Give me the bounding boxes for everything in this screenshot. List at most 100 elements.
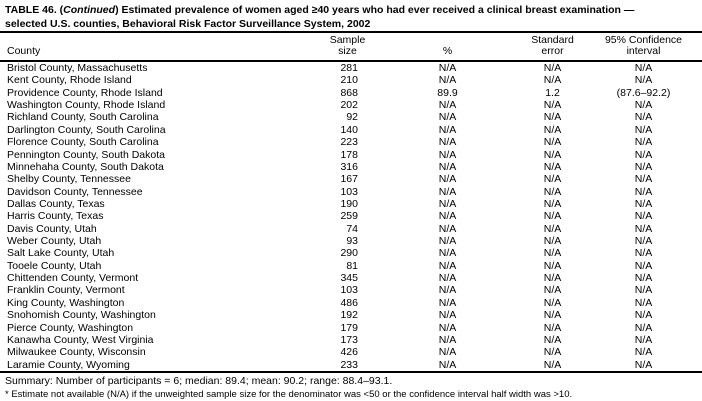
cell-sample-size: 103	[340, 185, 358, 198]
cell-county: Davidson County, Tennessee	[7, 185, 143, 198]
table-row: Dallas County, Texas 190 N/A N/A N/A	[0, 198, 702, 210]
cell-standard-error: N/A	[543, 210, 562, 223]
cell-confidence-interval: N/A	[634, 197, 653, 210]
cell-confidence-interval: N/A	[634, 123, 653, 136]
cell-county: Kent County, Rhode Island	[7, 74, 132, 87]
cell-sample-size: 223	[340, 136, 358, 149]
cell-confidence-interval: N/A	[634, 235, 653, 248]
table-row: Kanawha County, West Virginia 173 N/A N/…	[0, 334, 702, 346]
cell-standard-error: N/A	[543, 272, 562, 285]
cell-confidence-interval: N/A	[634, 173, 653, 186]
cell-sample-size: 167	[340, 173, 358, 186]
cell-confidence-interval: N/A	[634, 272, 653, 285]
cell-sample-size: 210	[340, 74, 358, 87]
cell-county: Florence County, South Carolina	[7, 136, 159, 149]
cell-standard-error: N/A	[543, 346, 562, 359]
cell-confidence-interval: N/A	[585, 358, 702, 374]
cell-standard-error: N/A	[543, 259, 562, 272]
cell-confidence-interval: N/A	[634, 99, 653, 112]
cell-sample-size: 173	[340, 333, 358, 346]
cell-percent: N/A	[438, 74, 457, 87]
column-header-standard-error: Standard error	[520, 33, 585, 62]
cell-percent: N/A	[438, 210, 457, 223]
cell-standard-error: N/A	[543, 62, 562, 74]
cell-percent: N/A	[438, 309, 457, 322]
cell-county: Snohomish County, Washington	[7, 309, 156, 322]
cell-sample-size: 103	[340, 284, 358, 297]
table-row: Pierce County, Washington 179 N/A N/A N/…	[0, 322, 702, 334]
table-row: Pennington County, South Dakota 178 N/A …	[0, 149, 702, 161]
cell-county: Pennington County, South Dakota	[7, 148, 165, 161]
cell-standard-error: N/A	[543, 333, 562, 346]
table-row: Shelby County, Tennessee 167 N/A N/A N/A	[0, 173, 702, 185]
column-header-percent: %	[375, 33, 520, 62]
cell-percent: N/A	[438, 136, 457, 149]
cell-county: Washington County, Rhode Island	[7, 99, 166, 112]
cell-confidence-interval: N/A	[634, 210, 653, 223]
title-line-1: TABLE 46. (Continued) Estimated prevalen…	[5, 3, 698, 17]
table-row: Snohomish County, Washington 192 N/A N/A…	[0, 309, 702, 321]
cell-sample-size: 178	[340, 148, 358, 161]
table-row: Bristol County, Massachusetts 281 N/A N/…	[0, 61, 702, 74]
cell-percent: N/A	[438, 272, 457, 285]
cell-county: Bristol County, Massachusetts	[7, 62, 148, 74]
table-row: Providence County, Rhode Island 868 89.9…	[0, 87, 702, 99]
cell-standard-error: 1.2	[545, 86, 560, 99]
cell-standard-error: N/A	[543, 111, 562, 124]
cell-percent: 89.9	[437, 86, 458, 99]
prevalence-table: County Sample size % Standard error 95% …	[0, 33, 702, 374]
cell-sample-size: 74	[346, 222, 358, 235]
cell-percent: N/A	[438, 160, 457, 173]
cell-county: Richland County, South Carolina	[7, 111, 159, 124]
table-row: Chittenden County, Vermont 345 N/A N/A N…	[0, 272, 702, 284]
cell-county: Milwaukee County, Wisconsin	[7, 346, 146, 359]
cell-percent: N/A	[375, 358, 520, 374]
cell-standard-error: N/A	[520, 358, 585, 374]
table-row: Harris County, Texas 259 N/A N/A N/A	[0, 210, 702, 222]
table-body: Bristol County, Massachusetts 281 N/A N/…	[0, 61, 702, 374]
cell-sample-size: 93	[346, 235, 358, 248]
table-header: County Sample size % Standard error 95% …	[0, 33, 702, 62]
cell-sample-size: 281	[340, 62, 358, 74]
cell-percent: N/A	[438, 173, 457, 186]
cell-standard-error: N/A	[543, 123, 562, 136]
cell-percent: N/A	[438, 197, 457, 210]
title-continued-label: Continued	[63, 4, 116, 16]
cell-percent: N/A	[438, 222, 457, 235]
cell-county: Darlington County, South Carolina	[7, 123, 166, 136]
table-row: Tooele County, Utah 81 N/A N/A N/A	[0, 260, 702, 272]
cell-standard-error: N/A	[543, 160, 562, 173]
column-header-county: County	[0, 33, 320, 62]
cell-sample-size: 290	[340, 247, 358, 260]
title-text-start: TABLE 46. (	[5, 4, 64, 16]
cell-confidence-interval: N/A	[634, 309, 653, 322]
cell-county: Pierce County, Washington	[7, 321, 134, 334]
cell-sample-size: 92	[346, 111, 358, 124]
cell-sample-size: 81	[346, 259, 358, 272]
cell-county: Weber County, Utah	[7, 235, 102, 248]
cell-confidence-interval: N/A	[634, 346, 653, 359]
cell-sample-size: 140	[340, 123, 358, 136]
cell-confidence-interval: N/A	[634, 185, 653, 198]
cell-percent: N/A	[438, 333, 457, 346]
column-header-sample-size: Sample size	[320, 33, 375, 62]
cell-county: Harris County, Texas	[7, 210, 104, 223]
cell-sample-size: 316	[340, 160, 358, 173]
table-row: Richland County, South Carolina 92 N/A N…	[0, 111, 702, 123]
cell-percent: N/A	[438, 247, 457, 260]
cell-county: Salt Lake County, Utah	[7, 247, 115, 260]
cell-sample-size: 426	[340, 346, 358, 359]
cell-confidence-interval: N/A	[634, 62, 653, 74]
cell-percent: N/A	[438, 123, 457, 136]
cell-percent: N/A	[438, 111, 457, 124]
cell-percent: N/A	[438, 346, 457, 359]
cell-standard-error: N/A	[543, 74, 562, 87]
cell-sample-size: 179	[340, 321, 358, 334]
cell-confidence-interval: N/A	[634, 74, 653, 87]
cell-standard-error: N/A	[543, 222, 562, 235]
cell-county: Dallas County, Texas	[7, 197, 105, 210]
cell-confidence-interval: N/A	[634, 259, 653, 272]
cell-sample-size: 486	[340, 296, 358, 309]
cell-standard-error: N/A	[543, 235, 562, 248]
